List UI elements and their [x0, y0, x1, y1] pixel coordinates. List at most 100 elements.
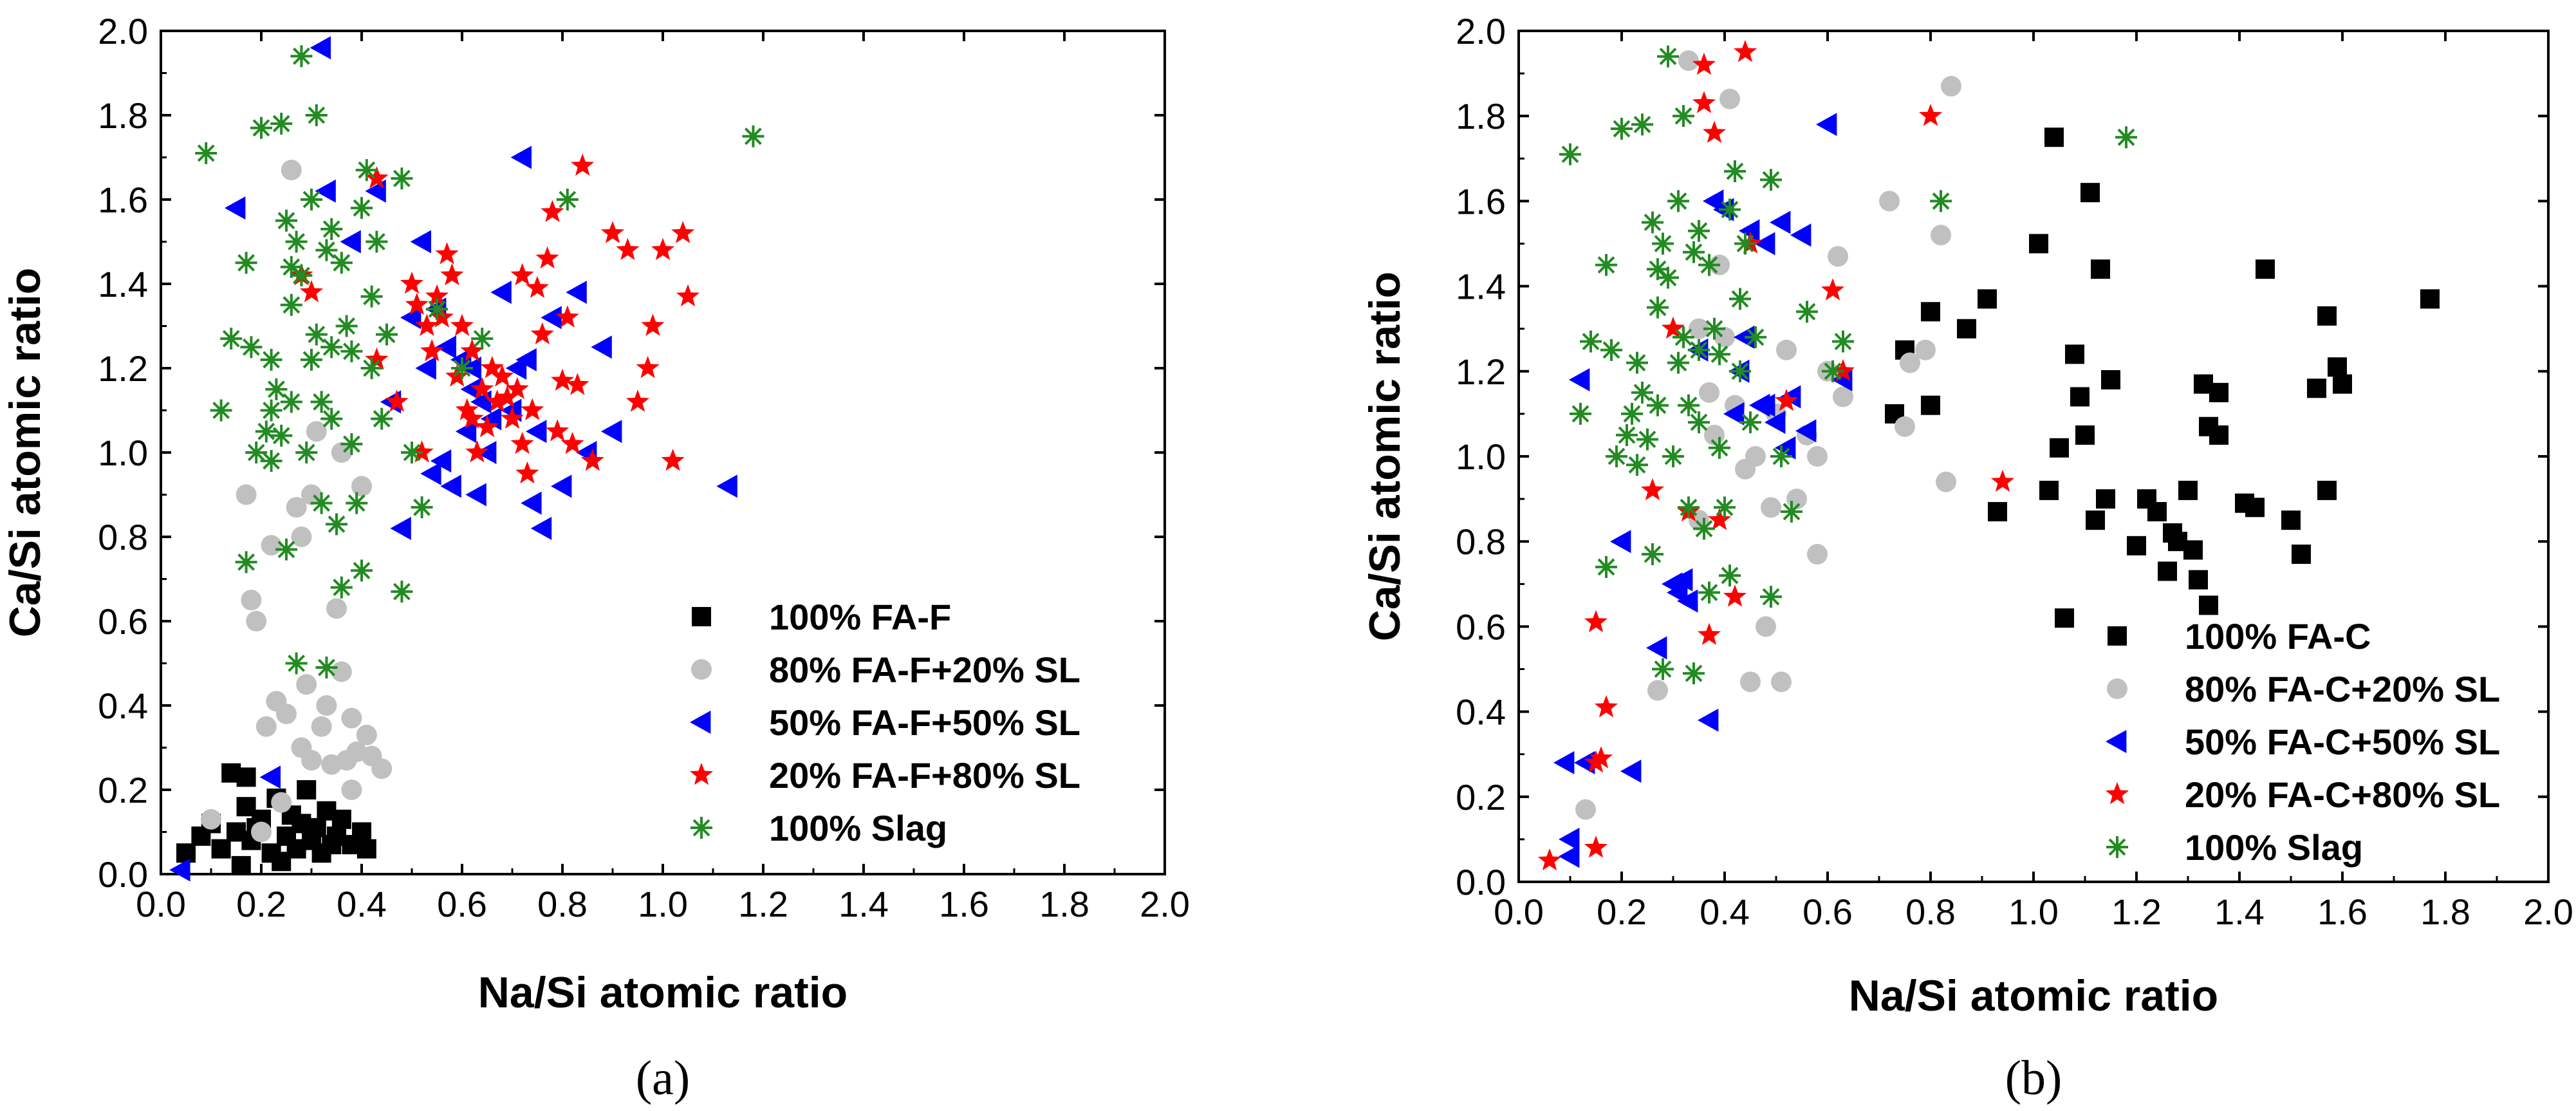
data-point	[1895, 416, 1915, 437]
data-point	[2050, 438, 2069, 458]
data-point	[415, 357, 436, 380]
data-point	[169, 858, 190, 882]
data-point	[301, 189, 322, 210]
data-point	[1606, 445, 1627, 467]
data-point	[315, 179, 336, 203]
data-point	[1703, 317, 1725, 340]
data-point	[1760, 169, 1782, 191]
data-points	[1537, 40, 2440, 871]
data-points	[169, 36, 764, 882]
data-point	[1771, 671, 1792, 693]
data-point	[1790, 223, 1812, 247]
data-point	[2199, 595, 2218, 615]
data-point	[460, 339, 484, 362]
data-point	[716, 474, 737, 498]
y-tick-label: 0.8	[98, 517, 148, 557]
data-point	[1697, 622, 1721, 645]
x-tick-label: 0.6	[437, 884, 487, 924]
data-point	[285, 230, 308, 253]
legend-label: 80% FA-C+20% SL	[2185, 669, 2500, 709]
data-point	[551, 474, 572, 498]
data-point	[306, 421, 327, 442]
data-point	[301, 348, 322, 371]
data-point	[1921, 395, 1940, 415]
panel-a: 0.0 0.2 0.4 0.6 0.8 1.0 1.2 1.4 1.6 1.8 2.0 0.0 0.2 0…	[1, 11, 1190, 1105]
x-tick-label: 0.0	[1494, 892, 1544, 932]
x-tick-label: 1.4	[2214, 892, 2265, 932]
data-point	[561, 431, 584, 454]
data-point	[1642, 543, 1663, 565]
data-point	[1600, 339, 1622, 361]
data-point	[320, 336, 343, 359]
data-point	[1616, 424, 1638, 446]
data-point	[1978, 289, 1997, 309]
data-point	[360, 357, 383, 379]
data-point	[1688, 219, 1710, 242]
data-point	[1739, 411, 1761, 434]
data-point	[1574, 751, 1595, 774]
legend: 100% FA-C 80% FA-C+20% SL 50% FA-C+50% SL 2…	[2105, 616, 2500, 868]
data-point	[2209, 425, 2229, 445]
legend-marker	[2106, 836, 2128, 858]
data-point	[455, 398, 479, 420]
data-point	[435, 242, 459, 265]
y-tick-label: 0.8	[1456, 521, 1506, 562]
data-point	[326, 513, 347, 536]
data-point	[580, 449, 604, 471]
data-point	[315, 239, 338, 261]
data-point	[275, 538, 297, 561]
data-point	[1745, 326, 1766, 348]
data-point	[1780, 385, 1801, 409]
data-point	[1740, 671, 1761, 693]
legend-label: 80% FA-F+20% SL	[769, 649, 1080, 690]
y-tick-label: 0.2	[1456, 777, 1506, 817]
data-point	[330, 252, 353, 274]
y-tick-label: 0.4	[1456, 692, 1506, 733]
data-point	[341, 707, 362, 729]
data-point	[1822, 360, 1844, 382]
data-point	[485, 389, 509, 412]
data-point	[1631, 381, 1653, 404]
data-point	[236, 484, 257, 505]
data-point	[1915, 339, 1936, 360]
data-point	[1640, 478, 1665, 501]
data-point	[2055, 608, 2074, 628]
data-point	[1673, 326, 1694, 348]
data-point	[2328, 357, 2347, 377]
data-point	[2029, 234, 2048, 254]
data-point	[322, 835, 342, 855]
data-point	[641, 313, 665, 336]
x-tick-label: 0.4	[337, 884, 387, 924]
x-tick-label: 0.6	[1802, 892, 1853, 932]
x-tick-label: 1.2	[2111, 892, 2162, 932]
data-point	[1646, 636, 1667, 660]
data-point	[231, 855, 251, 875]
data-point	[1678, 394, 1700, 416]
data-point	[455, 420, 477, 443]
data-point	[1832, 330, 1854, 353]
data-point	[2127, 536, 2146, 556]
data-point	[415, 313, 439, 336]
data-point	[636, 356, 660, 378]
data-point	[1642, 211, 1663, 234]
y-tick-label: 1.2	[98, 348, 148, 389]
data-point	[259, 765, 281, 789]
data-point	[2420, 289, 2440, 309]
data-point	[346, 492, 368, 514]
data-point	[291, 527, 312, 547]
data-point	[1537, 848, 1562, 871]
data-point	[272, 852, 292, 872]
legend-label: 100% Slag	[769, 808, 947, 848]
data-point	[371, 758, 393, 780]
data-point	[280, 256, 302, 278]
data-point	[1689, 318, 1709, 339]
data-point	[385, 389, 409, 412]
data-point	[245, 442, 268, 463]
data-point	[235, 252, 257, 274]
data-point	[356, 724, 377, 745]
data-point	[390, 516, 411, 540]
data-point	[255, 420, 277, 443]
data-point	[351, 559, 373, 582]
data-point	[271, 792, 292, 813]
